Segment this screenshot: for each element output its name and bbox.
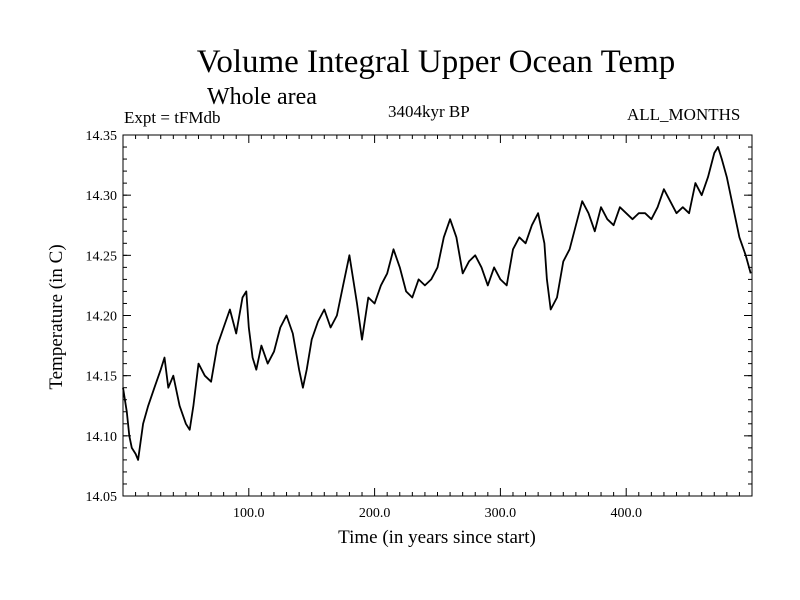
y-tick-label: 14.35	[86, 129, 118, 144]
x-tick-label: 200.0	[359, 506, 391, 521]
months-label: ALL_MONTHS	[627, 105, 741, 124]
x-tick-label: 300.0	[485, 506, 517, 521]
plot-frame	[122, 134, 753, 497]
y-tick-label: 14.25	[86, 249, 118, 264]
x-tick-label: 100.0	[233, 506, 265, 521]
chart-subtitle: Whole area	[207, 84, 317, 110]
y-tick-label: 14.15	[86, 370, 118, 385]
period-label: 3404kyr BP	[388, 102, 470, 121]
series-line-temperature	[122, 146, 752, 461]
y-tick-label: 14.05	[86, 490, 118, 505]
experiment-label: Expt = tFMdb	[124, 108, 221, 127]
y-tick-label: 14.30	[86, 189, 118, 204]
y-tick-label: 14.10	[86, 430, 118, 445]
y-axis-label: Temperature (in C)	[46, 244, 67, 389]
x-axis-label: Time (in years since start)	[338, 527, 536, 548]
chart-title: Volume Integral Upper Ocean Temp	[196, 44, 676, 80]
y-tick-label: 14.20	[86, 310, 118, 325]
x-tick-label: 400.0	[610, 506, 642, 521]
